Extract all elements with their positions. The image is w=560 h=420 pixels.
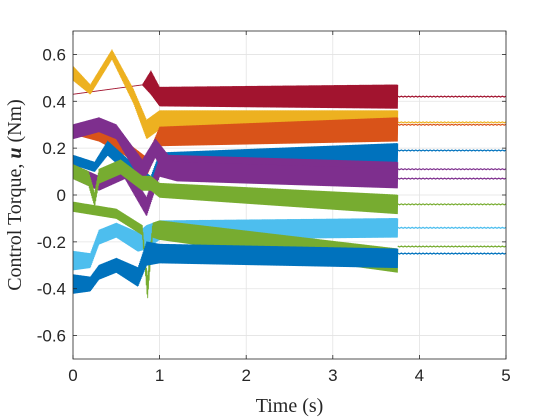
series-settled-line	[397, 123, 506, 126]
y-tick-label: 0.4	[42, 92, 66, 111]
y-tick-label: 0.2	[42, 139, 66, 158]
axis-ticks: 0 1 2 3 4 5 -0.6 -0.4 -0.2 0 0.2 0.4 0.6	[37, 31, 511, 385]
x-tick-label: 3	[328, 366, 337, 385]
y-axis-label-pre: Control Torque,	[4, 159, 26, 291]
series-group	[73, 49, 506, 299]
series-settled-line	[397, 177, 506, 180]
series-settled-line	[397, 168, 506, 171]
y-tick-label: -0.2	[37, 233, 66, 252]
series-settled-line	[397, 121, 506, 124]
y-tick-label: 0	[57, 186, 66, 205]
x-tick-label: 2	[241, 366, 250, 385]
y-axis-label: Control Torque, u (Nm)	[4, 99, 26, 291]
series-line	[73, 49, 399, 139]
series-settled-line	[397, 149, 506, 152]
series-settled-line	[397, 203, 506, 206]
series-line	[73, 117, 399, 184]
x-tick-label: 1	[155, 366, 164, 385]
series-settled-line	[397, 245, 506, 248]
y-axis-label-symbol: u	[4, 148, 26, 159]
y-axis-label-post: (Nm)	[4, 99, 26, 147]
y-tick-label: -0.4	[37, 280, 66, 299]
series-line	[73, 159, 399, 215]
y-tick-label: 0.6	[42, 45, 66, 64]
series-settled-line	[397, 95, 506, 98]
series-line	[73, 217, 399, 271]
series-line	[73, 201, 399, 299]
x-tick-label: 5	[501, 366, 510, 385]
x-tick-label: 4	[415, 366, 424, 385]
series-line	[73, 241, 399, 294]
x-tick-label: 0	[68, 366, 77, 385]
series-settled-line	[397, 226, 506, 229]
series-settled-line	[397, 252, 506, 255]
x-axis-label: Time (s)	[256, 395, 324, 417]
y-tick-label: -0.6	[37, 327, 66, 346]
series-line	[73, 140, 399, 191]
